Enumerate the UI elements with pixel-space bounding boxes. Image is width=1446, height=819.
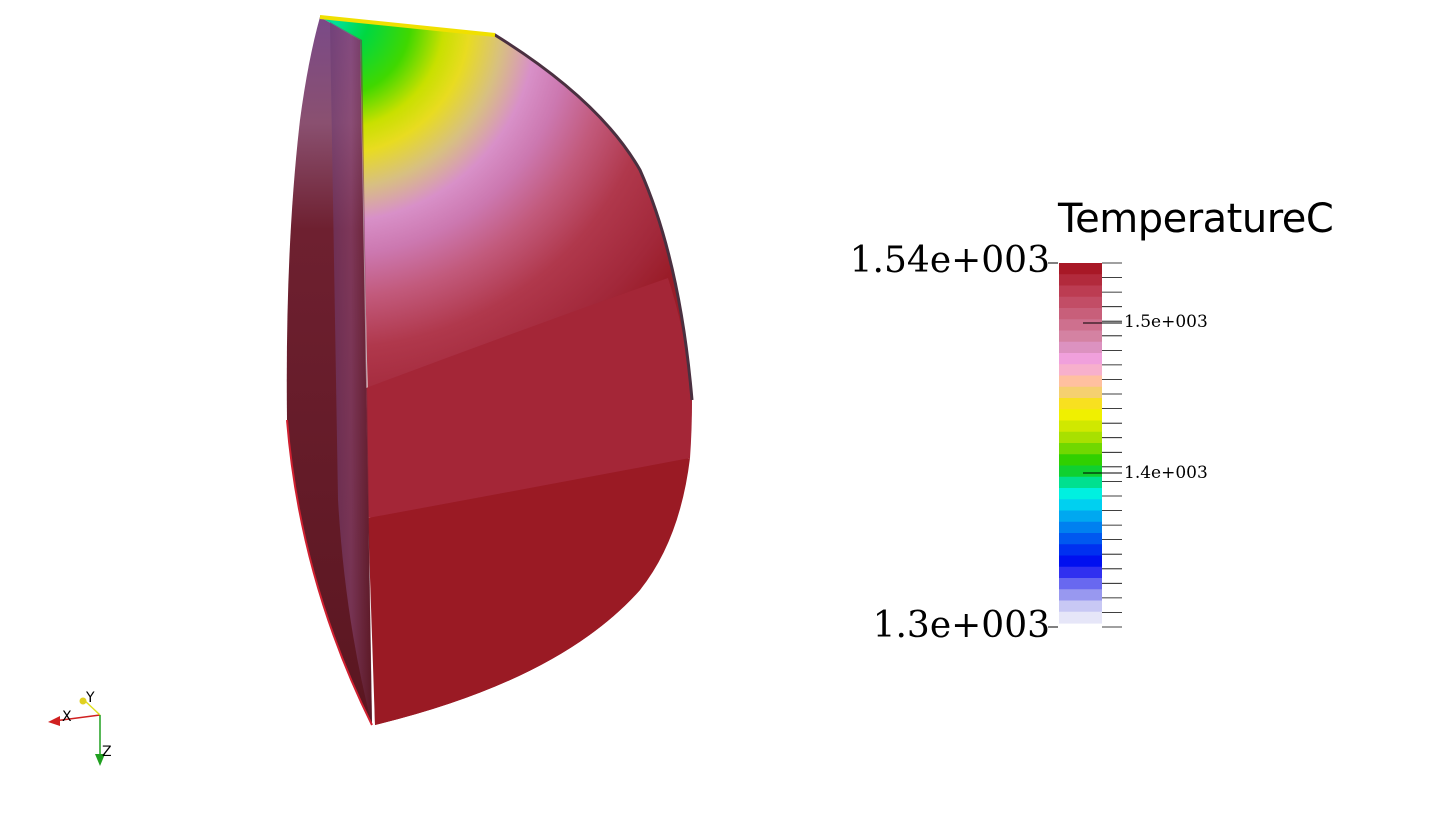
colorbar-band [1059,600,1102,613]
colorbar-max-label: 1.54e+003 [849,240,1050,281]
colorbar-band [1059,386,1102,399]
colorbar-band [1059,454,1102,467]
model-mid-band [366,278,692,518]
orientation-axes: X Y Z [48,690,112,766]
colorbar-band [1059,521,1102,534]
colorbar-band [1059,431,1102,444]
colorbar-band [1059,398,1102,410]
colorbar-band [1059,364,1102,377]
colorbar-min-label: 1.3e+003 [872,605,1050,646]
colorbar-band [1059,589,1102,602]
colorbar-tick-label: 1.5e+003 [1124,312,1208,332]
colorbar-band [1059,544,1102,557]
x-axis-arrow [48,716,60,726]
colorbar-band [1059,420,1102,433]
colorbar-band [1059,488,1102,500]
z-axis-label: Z [102,744,112,760]
colorbar-band [1059,510,1102,523]
colorbar-band [1059,341,1102,354]
colorbar-tick-label: 1.4e+003 [1124,463,1208,483]
colorbar-band [1059,533,1102,545]
colorbar-band [1059,409,1102,422]
x-axis-line [53,714,101,722]
colorbar-band [1059,476,1102,489]
colorbar [1048,262,1122,628]
y-axis-line [83,699,101,716]
model-rim [319,15,694,401]
colorbar-band [1059,566,1102,579]
y-axis-label: Y [85,690,95,706]
colorbar-band [1059,375,1102,388]
colorbar-band [1059,611,1102,624]
colorbar-band [1059,308,1102,320]
colorbar-band [1059,578,1102,590]
y-axis-arrow [79,697,87,705]
model-left-edge [286,419,373,726]
colorbar-band [1059,555,1102,568]
x-axis-label: X [62,709,72,725]
colorbar-title: TemperatureC [1058,196,1334,242]
model-lower-band [368,458,690,725]
colorbar-band [1059,330,1102,343]
colorbar-band [1059,274,1102,287]
colorbar-band [1059,296,1102,309]
model-top-edge [319,15,496,37]
temperature-model[interactable] [286,15,694,726]
z-axis-arrow [95,754,105,766]
colorbar-band [1059,319,1102,332]
colorbar-band [1059,263,1102,275]
colorbar-band [1059,285,1102,298]
model-cut-face [330,22,372,725]
colorbar-band [1059,443,1102,455]
colorbar-band [1059,465,1102,478]
colorbar-band [1059,353,1102,365]
colorbar-band [1059,499,1102,512]
